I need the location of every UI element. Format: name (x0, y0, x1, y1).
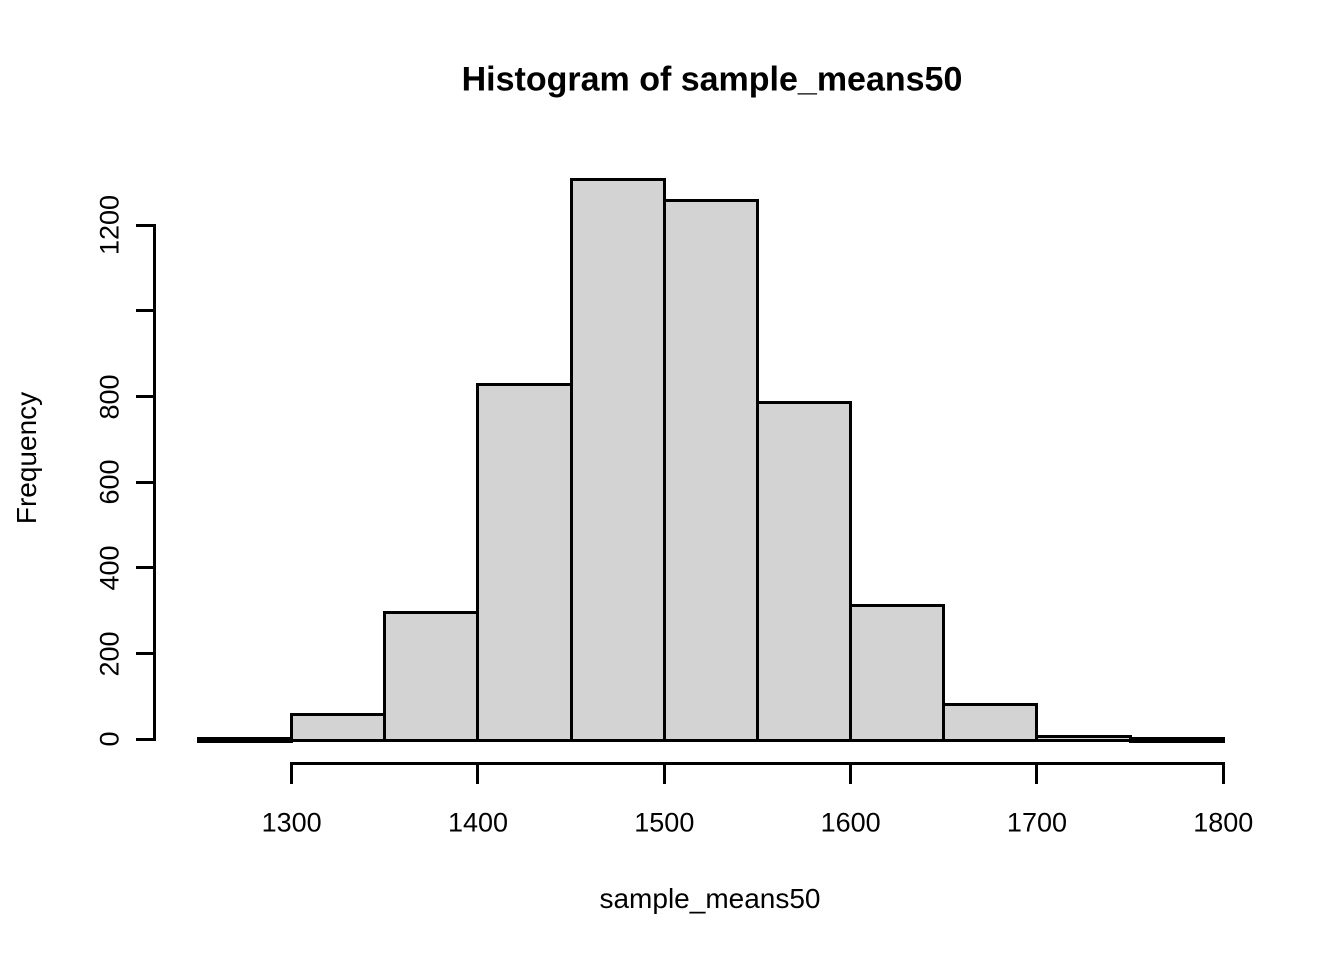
histogram-bar (476, 383, 573, 742)
y-axis-tick (136, 395, 154, 399)
histogram-bar (662, 199, 759, 742)
y-axis-tick-label: 0 (94, 731, 125, 747)
y-axis-tick-label: 1200 (94, 195, 125, 256)
y-axis-tick-label: 600 (94, 459, 125, 505)
x-axis-tick (1035, 762, 1039, 784)
x-axis-tick-label: 1700 (1006, 807, 1068, 838)
x-axis-label: sample_means50 (599, 883, 821, 914)
x-axis-tick (290, 762, 294, 784)
x-axis-tick-label: 1400 (447, 807, 509, 838)
x-axis-tick (476, 762, 480, 784)
histogram-bar (290, 713, 387, 742)
y-axis-tick (136, 309, 154, 313)
y-axis-tick-label: 800 (94, 374, 125, 420)
x-axis-tick-label: 1300 (261, 807, 322, 838)
histogram-bar (849, 604, 946, 742)
y-axis-tick (136, 480, 154, 484)
y-axis-tick (136, 652, 154, 656)
histogram-bar (1128, 737, 1225, 743)
histogram-bar (569, 177, 666, 742)
y-axis-tick-label: 400 (94, 545, 125, 591)
x-axis-tick (849, 762, 853, 784)
histogram-bar (197, 737, 294, 743)
x-axis-line (290, 762, 1225, 765)
x-axis-tick (1221, 762, 1225, 784)
x-axis-tick (662, 762, 666, 784)
x-axis-tick-label: 1600 (820, 807, 881, 838)
x-axis-tick-label: 1800 (1193, 807, 1254, 838)
histogram-bar (1035, 734, 1132, 742)
histogram-bar (755, 400, 853, 742)
x-axis-tick-label: 1500 (634, 807, 695, 838)
y-axis-tick-label: 200 (94, 631, 125, 677)
chart-title: Histogram of sample_means50 (461, 60, 963, 99)
y-axis-line (153, 223, 156, 741)
y-axis-tick (136, 223, 154, 227)
histogram-bar (383, 610, 480, 742)
y-axis-tick (136, 566, 154, 570)
y-axis-label: Frequency (11, 391, 42, 525)
histogram-bar (942, 702, 1039, 742)
y-axis-tick (136, 737, 154, 741)
